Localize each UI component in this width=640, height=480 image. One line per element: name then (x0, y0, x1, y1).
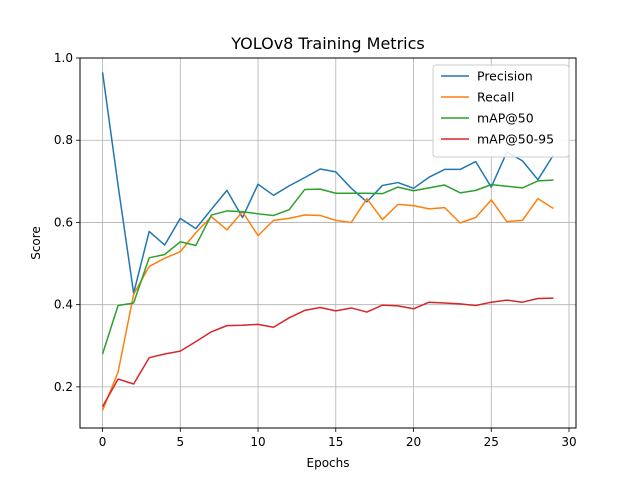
x-tick-label: 0 (99, 435, 107, 449)
series-line-3 (101, 179, 554, 355)
series-lines (101, 72, 555, 411)
series-line-1 (101, 72, 555, 294)
y-axis-ticks: 0.2 0.4 0.6 0.8 1.0 (54, 51, 80, 394)
y-tick-label: 0.4 (54, 298, 73, 312)
x-tick-label: 5 (176, 435, 184, 449)
legend-label: mAP@50-95 (477, 132, 554, 147)
y-axis-label: Score (29, 226, 43, 260)
chart-title: YOLOv8 Training Metrics (230, 34, 424, 53)
plot-frame (79, 57, 577, 429)
series-line-4 (101, 297, 554, 407)
x-tick-label: 25 (484, 435, 499, 449)
y-tick-label: 0.2 (54, 380, 73, 394)
x-tick-label: 10 (250, 435, 265, 449)
legend-box (432, 64, 570, 158)
x-tick-label: 30 (561, 435, 576, 449)
legend-label: Precision (477, 69, 533, 84)
legend-label: mAP@50 (477, 111, 534, 126)
x-axis-ticks: 0 5 10 15 20 25 30 (99, 428, 577, 449)
series-line-2 (101, 197, 554, 411)
y-tick-label: 0.8 (54, 133, 73, 147)
y-tick-label: 0.6 (54, 215, 73, 229)
legend: Precision Recall mAP@50 mAP@50-95 (432, 64, 570, 158)
legend-label: Recall (477, 90, 514, 105)
y-tick-label: 1.0 (54, 51, 73, 65)
x-tick-label: 20 (406, 435, 421, 449)
x-tick-label: 15 (328, 435, 343, 449)
x-axis-label: Epochs (307, 456, 350, 470)
